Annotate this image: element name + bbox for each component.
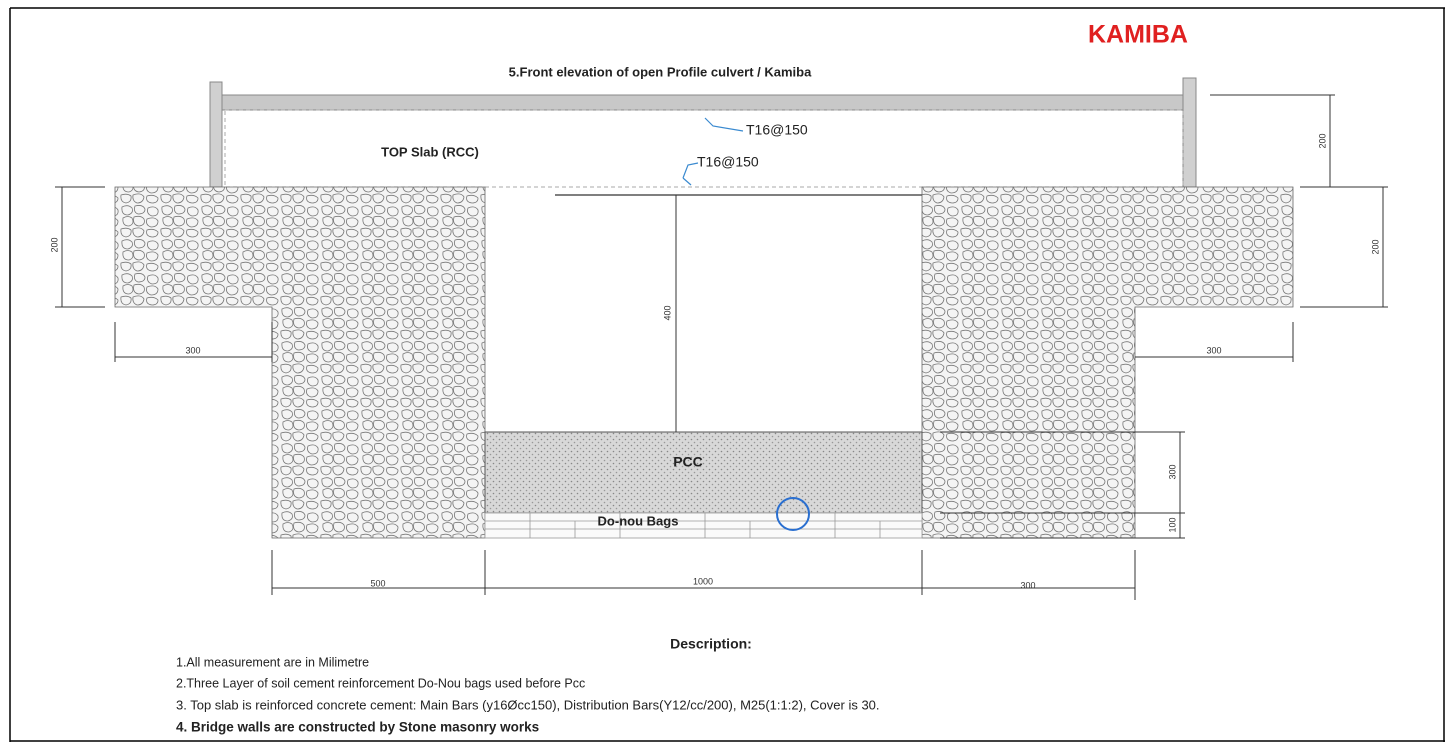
pcc-label: PCC [673, 454, 703, 470]
dimension: 300 [1206, 345, 1221, 355]
dimension: 400 [662, 305, 672, 320]
drawing-sheet: KAMIBA 5.Front elevation of open Profile… [0, 0, 1451, 742]
rebar-label: T16@150 [697, 154, 759, 170]
dimension: 200 [1370, 239, 1380, 254]
rebar-label: T16@150 [746, 122, 808, 138]
dimension: 300 [1167, 464, 1177, 479]
note: 1.All measurement are in Milimetre [176, 655, 369, 669]
dimension: 100 [1167, 517, 1177, 532]
note: 4. Bridge walls are constructed by Stone… [176, 720, 539, 735]
note: 2.Three Layer of soil cement reinforceme… [176, 676, 585, 690]
leader [683, 163, 698, 185]
pcc-layer [485, 432, 922, 513]
brand: KAMIBA [1088, 21, 1188, 49]
slab-label: TOP Slab (RCC) [381, 144, 479, 159]
note: 3. Top slab is reinforced concrete cemen… [176, 697, 880, 712]
dimension: 500 [370, 578, 385, 588]
top-slab [210, 78, 1196, 187]
dimension: 300 [185, 345, 200, 355]
dimension: 200 [49, 237, 59, 252]
leader [705, 118, 743, 131]
bags-label: Do-nou Bags [598, 513, 679, 528]
bags-layer [485, 513, 922, 538]
dimension: 200 [1317, 133, 1327, 148]
dimension: 1000 [693, 576, 713, 586]
drawing-title: 5.Front elevation of open Profile culver… [509, 64, 812, 79]
dimension: 300 [1020, 580, 1035, 590]
description-heading: Description: [670, 636, 752, 652]
